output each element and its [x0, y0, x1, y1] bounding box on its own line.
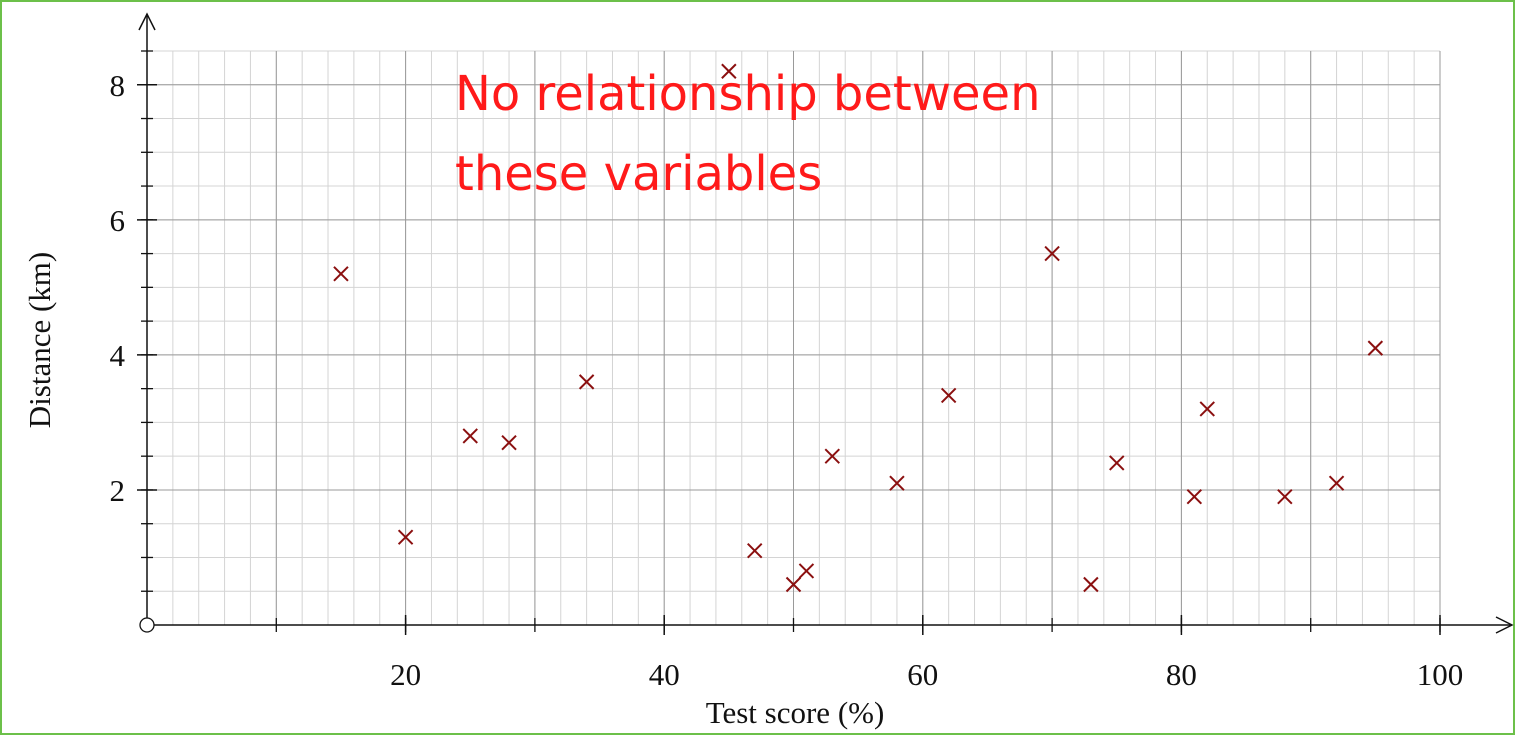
x-tick-label: 80	[1166, 657, 1197, 692]
point	[1367, 340, 1384, 356]
point	[1328, 475, 1345, 491]
point	[824, 448, 840, 464]
y-axis-label: Distance (km)	[22, 252, 57, 428]
x-tick-label: 40	[649, 657, 680, 692]
annotation: No relationship between	[455, 66, 1041, 122]
point	[721, 63, 737, 79]
point	[333, 266, 349, 282]
point	[1109, 455, 1125, 471]
origin	[139, 617, 155, 633]
point	[1083, 576, 1099, 593]
x-tick-label: 60	[907, 657, 938, 692]
x-tick-label: 20	[390, 657, 421, 692]
point	[798, 563, 815, 579]
x-tick-label: 100	[1417, 657, 1464, 692]
point	[1186, 488, 1203, 505]
point	[578, 374, 595, 390]
axes	[137, 12, 1514, 635]
point	[940, 387, 957, 404]
point	[1277, 488, 1293, 505]
y-tick-label: 8	[110, 68, 126, 103]
y-tick-label: 6	[110, 203, 126, 238]
point	[462, 428, 478, 444]
point	[785, 576, 802, 593]
point	[397, 529, 414, 545]
y-tick-label: 2	[110, 473, 126, 508]
y-axis-arrow	[138, 12, 156, 31]
x-axis-arrow	[1495, 616, 1514, 634]
point	[1199, 401, 1215, 417]
y-tick-label: 4	[110, 338, 126, 373]
point	[1044, 245, 1060, 262]
grid	[147, 50, 1441, 625]
annotation: these variables	[455, 146, 822, 202]
point	[747, 543, 763, 559]
x-axis-label: Test score (%)	[706, 695, 885, 730]
point	[889, 475, 905, 491]
point	[501, 434, 517, 451]
